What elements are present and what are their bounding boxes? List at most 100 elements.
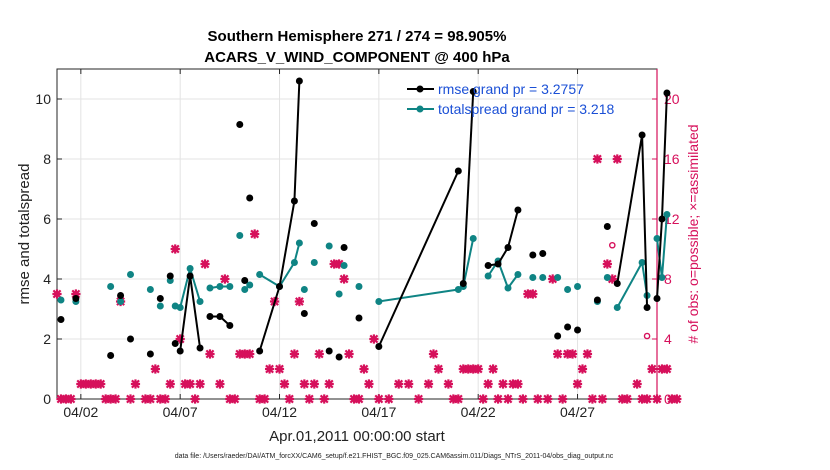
y-left-tick-label: 6 bbox=[43, 211, 51, 227]
obs-assimilated-marker bbox=[433, 364, 444, 374]
obs-assimilated-marker bbox=[567, 349, 578, 359]
rmse-point bbox=[290, 197, 298, 205]
obs-assimilated-marker bbox=[245, 349, 255, 359]
rmse-point bbox=[156, 295, 164, 302]
rmse-point bbox=[658, 215, 666, 223]
obs-possible-marker bbox=[643, 332, 651, 340]
rmse-point bbox=[454, 167, 462, 175]
y-axis-left: 0 2 4 6 8 10 bbox=[35, 91, 62, 407]
x-tick-label: 04/07 bbox=[163, 404, 198, 420]
obs-assimilated-marker bbox=[160, 394, 170, 404]
totalspread-point bbox=[241, 286, 249, 293]
x-axis-label: Apr.01,2011 00:00:00 start bbox=[269, 428, 446, 445]
rmse-point bbox=[564, 323, 572, 331]
rmse-point bbox=[375, 343, 383, 350]
x-tick-label: 04/02 bbox=[63, 404, 98, 420]
totalspread-point bbox=[355, 283, 363, 290]
rmse-point bbox=[216, 313, 224, 320]
obs-assimilated-marker bbox=[96, 379, 106, 389]
rmse-point bbox=[335, 353, 343, 361]
rmse-point bbox=[146, 350, 154, 358]
obs-assimilated-marker bbox=[642, 394, 652, 404]
obs-assimilated-marker bbox=[86, 379, 96, 389]
obs-assimilated-marker bbox=[483, 379, 493, 389]
obs-assimilated-marker bbox=[582, 349, 593, 359]
rmse-line bbox=[377, 170, 460, 347]
rmse-point bbox=[300, 310, 308, 317]
obs-assimilated-marker bbox=[250, 229, 260, 239]
totalspread-point bbox=[658, 274, 666, 281]
y-axis-right-label: # of obs: o=possible; ×=assimilated bbox=[685, 124, 701, 343]
totalspread-point bbox=[603, 274, 611, 281]
rmse-point bbox=[127, 335, 135, 343]
y-left-tick-label: 10 bbox=[35, 91, 51, 107]
totalspread-point bbox=[127, 271, 135, 278]
rmse-point bbox=[196, 344, 204, 352]
obs-assimilated-marker bbox=[215, 379, 225, 389]
obs-assimilated-marker bbox=[150, 364, 160, 374]
obs-assimilated-marker bbox=[324, 379, 334, 389]
obs-assimilated-marker bbox=[185, 379, 195, 389]
obs-assimilated-marker bbox=[602, 259, 612, 269]
obs-assimilated-marker bbox=[508, 379, 518, 389]
legend-rmse-marker bbox=[416, 85, 424, 93]
totalspread-point bbox=[226, 283, 234, 290]
obs-assimilated-marker bbox=[553, 349, 563, 359]
obs-assimilated-marker bbox=[662, 364, 672, 374]
totalspread-point bbox=[290, 259, 298, 266]
obs-assimilated-marker bbox=[81, 379, 91, 389]
obs-assimilated-marker bbox=[230, 394, 240, 404]
totalspread-point bbox=[325, 242, 333, 250]
obs-assimilated-marker bbox=[175, 334, 185, 344]
obs-assimilated-marker bbox=[106, 394, 116, 404]
obs-assimilated-marker bbox=[558, 394, 568, 404]
obs-assimilated-marker bbox=[384, 394, 394, 404]
legend-spread-label: totalspread grand pr = 3.218 bbox=[438, 101, 615, 117]
rmse-point bbox=[469, 88, 477, 95]
obs-assimilated-marker bbox=[543, 394, 553, 404]
totalspread-point bbox=[514, 271, 522, 278]
totalspread-point bbox=[295, 239, 303, 247]
obs-assimilated-marker bbox=[334, 259, 344, 269]
obs-assimilated-marker bbox=[513, 379, 523, 389]
totalspread-point bbox=[638, 259, 646, 266]
obs-assimilated-marker bbox=[190, 394, 200, 404]
x-axis: 04/02 04/07 04/12 04/17 04/22 04/27 bbox=[63, 69, 595, 420]
obs-assimilated-marker bbox=[473, 364, 483, 374]
rmse-point bbox=[484, 262, 492, 269]
totalspread-point bbox=[335, 290, 343, 298]
obs-assimilated-marker bbox=[597, 394, 607, 404]
obs-assimilated-marker bbox=[637, 394, 647, 404]
rmse-series bbox=[57, 77, 671, 361]
x-tick-label: 04/17 bbox=[361, 404, 396, 420]
rmse-point bbox=[355, 314, 363, 322]
totalspread-line bbox=[462, 238, 475, 287]
rmse-point bbox=[529, 251, 537, 259]
obs-assimilated-marker bbox=[125, 394, 136, 404]
x-tick-label: 04/27 bbox=[560, 404, 595, 420]
obs-assimilated-marker bbox=[428, 349, 439, 359]
totalspread-point bbox=[574, 283, 582, 290]
obs-assimilated-marker bbox=[488, 364, 498, 374]
obs-assimilated-marker bbox=[453, 394, 463, 404]
obs-assimilated-marker bbox=[354, 394, 364, 404]
obs-assimilated-marker bbox=[577, 364, 588, 374]
rmse-point bbox=[310, 220, 318, 227]
totalspread-point bbox=[176, 304, 184, 311]
obs-assimilated-marker bbox=[533, 394, 543, 404]
obs-assimilated-marker bbox=[145, 394, 155, 404]
rmse-point bbox=[603, 223, 611, 230]
rmse-point bbox=[574, 326, 582, 334]
totalspread-line bbox=[259, 261, 296, 288]
y-right-tick-label: 8 bbox=[664, 271, 672, 287]
obs-possible-marker bbox=[608, 241, 616, 249]
totalspread-point bbox=[484, 272, 492, 280]
obs-assimilated-marker bbox=[339, 274, 349, 284]
rmse-point bbox=[246, 194, 254, 202]
obs-assimilated-marker bbox=[52, 289, 62, 299]
rmse-point bbox=[613, 280, 621, 287]
x-tick-label: 04/22 bbox=[461, 404, 496, 420]
rmse-point bbox=[236, 121, 244, 128]
obs-assimilated-marker bbox=[518, 394, 528, 404]
obs-assimilated-marker bbox=[607, 274, 617, 284]
